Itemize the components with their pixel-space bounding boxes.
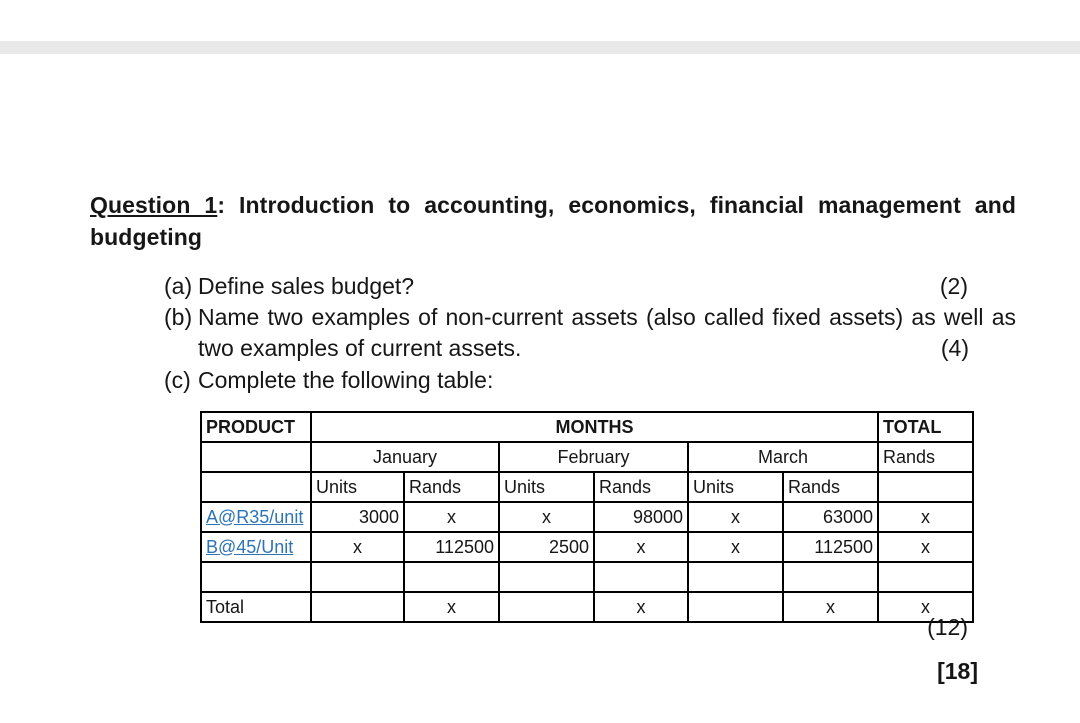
product-b-link[interactable]: B@45/Unit	[206, 536, 294, 557]
cell-b-jan-units: x	[310, 531, 405, 563]
product-a-link[interactable]: A@R35/unit	[206, 506, 304, 527]
cell-blank	[687, 561, 784, 593]
table-row-empty	[200, 561, 974, 593]
cell-b-feb-rands: x	[593, 531, 689, 563]
cell-blank	[403, 561, 500, 593]
subheader-jan-units: Units	[310, 471, 405, 503]
item-a-text: Define sales budget?	[198, 273, 415, 299]
cell-total-feb-units	[498, 591, 595, 623]
subheader-mar-rands: Rands	[782, 471, 879, 503]
cell-a-jan-rands: x	[403, 501, 500, 533]
cell-total-label: Total	[200, 591, 312, 623]
item-b-label: (b)	[164, 304, 193, 330]
cell-blank	[200, 471, 312, 503]
cell-b-feb-units: 2500	[498, 531, 595, 563]
cell-total-feb-rands: x	[593, 591, 689, 623]
item-b-mark: (4)	[940, 335, 969, 361]
item-a-label: (a)	[164, 273, 193, 299]
subheader-feb-units: Units	[498, 471, 595, 503]
table-row-total: Total x x x x	[200, 591, 974, 623]
cell-a-feb-units: x	[498, 501, 595, 533]
table-mark: (12)	[927, 614, 968, 640]
subheader-feb-rands: Rands	[593, 471, 689, 503]
question-heading-line2: budgeting	[90, 224, 203, 250]
subheader-mar-units: Units	[687, 471, 784, 503]
cell-blank	[310, 561, 405, 593]
cell-product-b: B@45/Unit	[200, 531, 312, 563]
item-b-text-line1: Name two examples of non-current assets …	[198, 304, 1016, 330]
table-row-product-b: B@45/Unit x 112500 2500 x x 112500 x	[200, 531, 974, 563]
sales-budget-table: PRODUCT MONTHS TOTAL January February Ma…	[200, 411, 974, 623]
header-february: February	[498, 441, 689, 473]
header-row-1: PRODUCT MONTHS TOTAL	[200, 411, 974, 443]
subheader-jan-rands: Rands	[403, 471, 500, 503]
cell-b-mar-units: x	[687, 531, 784, 563]
header-product: PRODUCT	[200, 411, 312, 443]
cell-a-total: x	[877, 501, 974, 533]
header-january: January	[310, 441, 500, 473]
cell-blank	[200, 441, 312, 473]
item-a-mark: (2)	[939, 273, 968, 299]
cell-a-feb-rands: 98000	[593, 501, 689, 533]
cell-blank	[200, 561, 312, 593]
item-c-text: Complete the following table:	[198, 367, 494, 393]
header-months: MONTHS	[310, 411, 879, 443]
cell-blank	[877, 561, 974, 593]
cell-product-a: A@R35/unit	[200, 501, 312, 533]
cell-blank	[782, 561, 879, 593]
cell-total-mar-rands: x	[782, 591, 879, 623]
header-march: March	[687, 441, 879, 473]
cell-a-jan-units: 3000	[310, 501, 405, 533]
cell-a-mar-units: x	[687, 501, 784, 533]
header-row-2: January February March Rands	[200, 441, 974, 473]
cell-blank	[593, 561, 689, 593]
cell-a-mar-rands: 63000	[782, 501, 879, 533]
cell-total-jan-units	[310, 591, 405, 623]
cell-b-mar-rands: 112500	[782, 531, 879, 563]
question-total-mark: [18]	[937, 658, 978, 684]
table-row-product-a: A@R35/unit 3000 x x 98000 x 63000 x	[200, 501, 974, 533]
cell-total-total: x	[877, 591, 974, 623]
top-divider-bar	[0, 41, 1080, 54]
item-b-text-line2: two examples of current assets.	[198, 335, 522, 361]
cell-blank	[498, 561, 595, 593]
header-total: TOTAL	[877, 411, 974, 443]
header-total-rands: Rands	[877, 441, 974, 473]
header-row-3: Units Rands Units Rands Units Rands	[200, 471, 974, 503]
question-heading: Question 1: Introduction to accounting, …	[90, 189, 1016, 253]
cell-b-jan-rands: 112500	[403, 531, 500, 563]
question-heading-rest: : Introduction to accounting, economics,…	[217, 192, 1016, 218]
question-number: Question 1	[90, 192, 218, 218]
item-c-label: (c)	[164, 367, 191, 393]
cell-total-mar-units	[687, 591, 784, 623]
cell-total-jan-rands: x	[403, 591, 500, 623]
cell-b-total: x	[877, 531, 974, 563]
question-heading-line1: Question 1: Introduction to accounting, …	[90, 189, 1016, 221]
cell-blank	[877, 471, 974, 503]
